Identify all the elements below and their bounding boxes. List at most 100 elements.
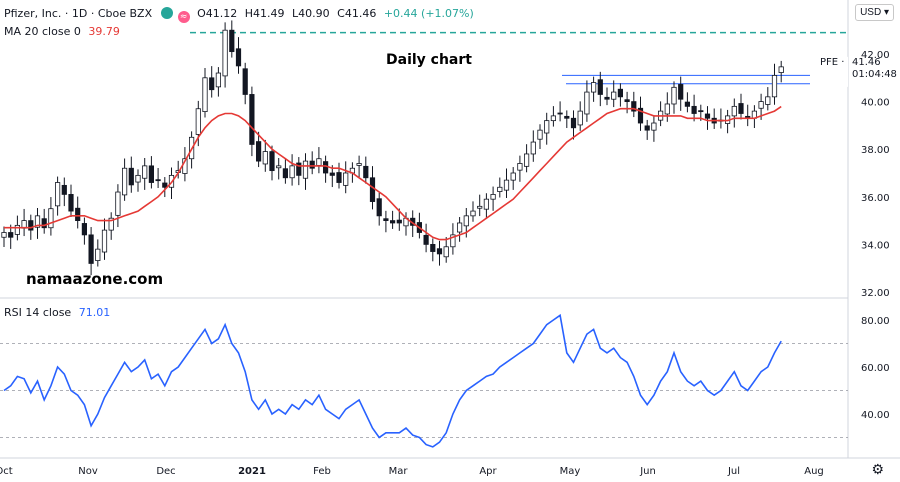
candle-body	[450, 234, 456, 248]
candle-body	[477, 205, 483, 209]
candle-body	[738, 103, 744, 114]
candle-body	[135, 174, 141, 183]
candle-body	[309, 160, 315, 169]
rsi-label: RSI 14 close	[4, 306, 72, 319]
candle-body	[510, 172, 516, 181]
price-label-value: 41.46	[852, 57, 881, 68]
open-value: O41.12	[197, 7, 238, 20]
candle-body	[771, 75, 778, 98]
candle-body	[497, 186, 503, 192]
candle-body	[671, 86, 677, 105]
candle-body	[242, 68, 248, 95]
candle-body	[282, 168, 289, 179]
candle-body	[101, 229, 108, 253]
candle-body	[524, 153, 530, 167]
candle-body	[436, 248, 443, 255]
time-tick-label: Apr	[479, 466, 497, 477]
candle-body	[570, 117, 577, 129]
price-tick-label: 42.00	[861, 50, 890, 61]
candle-body	[41, 218, 47, 229]
candle-body	[343, 172, 349, 186]
time-tick-label: Jul	[727, 466, 740, 477]
rsi-tick-label: 80.00	[861, 316, 890, 327]
candle-body	[276, 165, 282, 169]
candle-body	[591, 82, 597, 93]
close-value: C41.46	[337, 7, 377, 20]
price-tick-label: 38.00	[861, 145, 890, 156]
currency-label: USD	[860, 7, 882, 18]
candle-body	[155, 179, 161, 182]
candle-body	[269, 151, 275, 172]
candle-body	[215, 72, 221, 88]
candle-body	[443, 246, 449, 258]
symbol-legend: Pfizer, Inc. · 1D · Cboe BZX ≈ O41.12 H4…	[4, 7, 478, 23]
candle-body	[302, 160, 309, 179]
candle-body	[564, 115, 570, 119]
currency-selector[interactable]: USD ▾	[855, 4, 894, 21]
candle-body	[503, 179, 510, 191]
ma-value: 39.79	[88, 25, 120, 38]
candle-body	[255, 141, 262, 162]
candle-body	[678, 84, 684, 100]
candle-body	[389, 220, 396, 224]
time-tick-label: Aug	[804, 466, 824, 477]
candle-body	[691, 105, 697, 114]
symbol-name: Pfizer, Inc. · 1D · Cboe BZX	[4, 7, 153, 20]
candle-body	[88, 234, 94, 264]
time-tick-label: 2021	[238, 466, 266, 477]
candle-body	[544, 120, 550, 134]
price-label-ticker: PFE ·	[820, 57, 844, 68]
candle-body	[557, 112, 563, 115]
watermark-text: namaazone.com	[26, 270, 164, 288]
candle-body	[731, 105, 737, 117]
candle-body	[34, 215, 41, 228]
candle-body	[765, 96, 771, 105]
candle-body	[470, 210, 476, 217]
price-tick-label: 36.00	[861, 193, 890, 204]
candle-body	[108, 217, 114, 231]
rsi-tick-label: 40.00	[861, 410, 890, 421]
candle-body	[262, 151, 268, 165]
delayed-data-icon[interactable]: ≈	[177, 11, 190, 23]
candle-body	[597, 79, 603, 95]
rsi-line	[3, 313, 782, 448]
rsi-value: 71.01	[78, 306, 111, 319]
candle-body	[644, 125, 650, 131]
candle-body	[490, 194, 496, 200]
candle-body	[55, 182, 61, 207]
candle-body	[14, 224, 20, 235]
candle-body	[8, 232, 14, 238]
candle-body	[329, 172, 335, 176]
candle-body	[537, 129, 543, 140]
ma-legend[interactable]: MA 20 close 0 39.79	[4, 25, 124, 38]
candle-body	[758, 101, 764, 109]
time-tick-label: May	[560, 466, 581, 477]
high-value: H41.49	[244, 7, 285, 20]
candle-body	[530, 141, 536, 155]
candle-body	[550, 115, 557, 122]
candle-body	[698, 110, 704, 113]
candle-body	[162, 182, 168, 188]
candle-body	[376, 198, 382, 217]
candle-body	[202, 77, 208, 112]
candle-body	[369, 177, 376, 202]
daily-chart-annotation: Daily chart	[386, 52, 472, 68]
candle-body	[289, 165, 295, 179]
ma20-line	[4, 105, 782, 241]
candle-body	[664, 103, 670, 115]
rsi-tick-label: 60.00	[861, 363, 890, 374]
candle-body	[778, 66, 784, 73]
candle-body	[148, 165, 154, 183]
candle-body	[122, 167, 128, 196]
candle-body	[356, 163, 362, 166]
time-tick-label: Jun	[639, 466, 656, 477]
rsi-legend[interactable]: RSI 14 close 71.01	[4, 306, 114, 319]
candle-body	[48, 208, 54, 229]
low-value: L40.90	[292, 7, 330, 20]
gear-icon[interactable]: ⚙	[871, 461, 884, 477]
candle-body	[363, 165, 369, 179]
candle-body	[463, 215, 469, 227]
market-status-icon[interactable]	[160, 7, 173, 19]
candle-body	[229, 29, 235, 53]
candle-body	[637, 107, 644, 124]
